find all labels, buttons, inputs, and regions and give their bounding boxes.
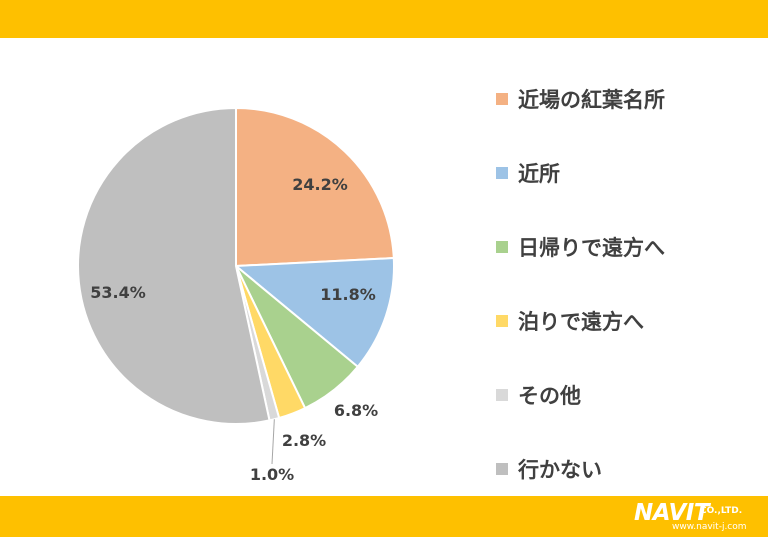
legend-label: 近場の紅葉名所 (518, 88, 665, 112)
legend-swatch (496, 389, 508, 401)
top-banner (0, 0, 768, 38)
legend-item: その他 (496, 358, 758, 432)
legend-swatch (496, 93, 508, 105)
pie-chart: 24.2% 11.8% 6.8% 2.8% 1.0% 53.4% (77, 106, 395, 484)
legend-label: 日帰りで遠方へ (518, 236, 665, 260)
data-label: 2.8% (282, 431, 326, 450)
logo-text: NAVIT (634, 500, 710, 526)
legend-label: 近所 (518, 162, 560, 186)
legend-label: 行かない (518, 458, 602, 482)
data-label: 1.0% (250, 465, 294, 484)
data-label: 11.8% (320, 285, 376, 304)
data-label: 53.4% (90, 283, 146, 302)
leader-line (271, 419, 275, 465)
legend-item: 日帰りで遠方へ (496, 210, 758, 284)
legend-swatch (496, 241, 508, 253)
pie-slice (233, 257, 395, 369)
legend-swatch (496, 463, 508, 475)
legend-label: その他 (518, 384, 581, 408)
data-label: 24.2% (292, 175, 348, 194)
legend-item: 近場の紅葉名所 (496, 62, 758, 136)
company-logo: NAVIT CO.,LTD. www.navit-j.com (634, 500, 764, 534)
data-label: 6.8% (334, 401, 378, 420)
logo-url: www.navit-j.com (672, 522, 747, 532)
legend-item: 行かない (496, 432, 758, 506)
legend-item: 近所 (496, 136, 758, 210)
legend-swatch (496, 315, 508, 327)
legend-item: 泊りで遠方へ (496, 284, 758, 358)
logo-company-suffix: CO.,LTD. (700, 506, 743, 516)
legend-swatch (496, 167, 508, 179)
pie-slice (77, 106, 271, 425)
pie-slice (235, 106, 395, 268)
bottom-banner (0, 496, 768, 537)
legend-label: 泊りで遠方へ (518, 310, 644, 334)
chart-legend: 近場の紅葉名所 近所 日帰りで遠方へ 泊りで遠方へ その他 行かない (496, 62, 758, 506)
